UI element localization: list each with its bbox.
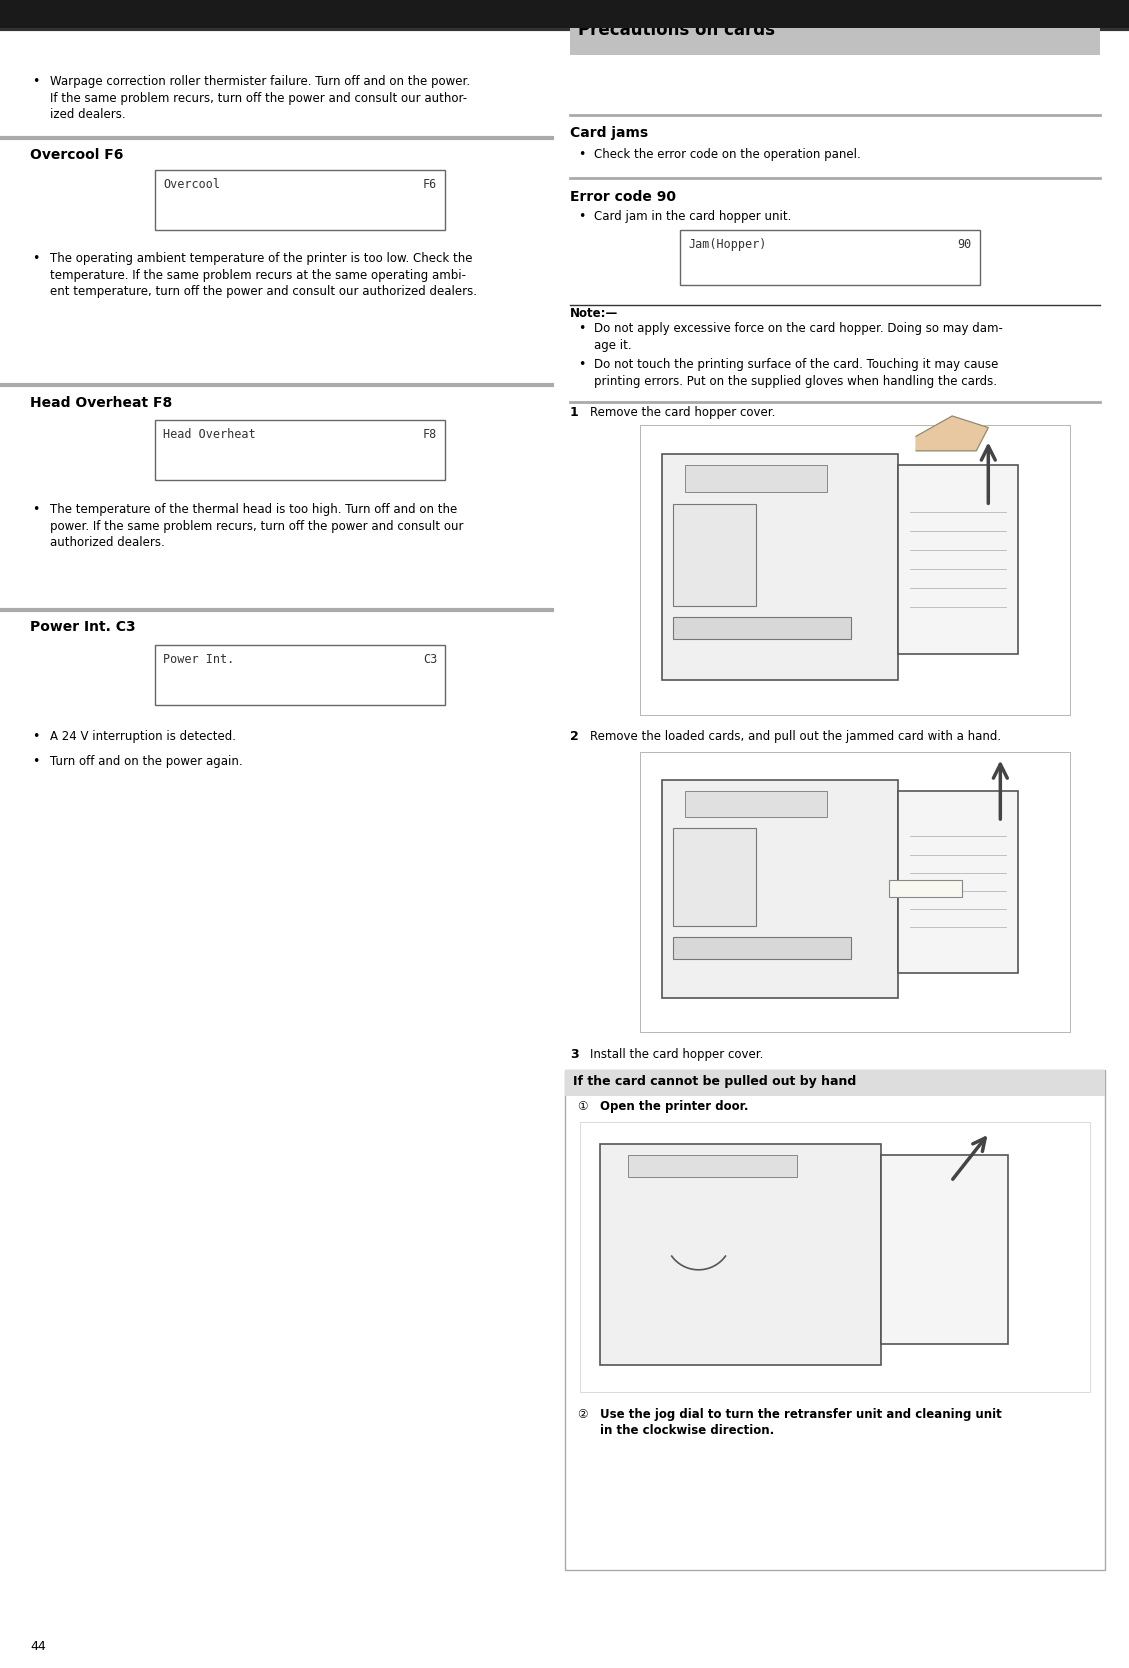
Text: Jam(Hopper): Jam(Hopper) bbox=[688, 239, 767, 250]
Ellipse shape bbox=[957, 1188, 970, 1209]
Text: Open the printer door.: Open the printer door. bbox=[599, 1099, 749, 1113]
Text: •: • bbox=[578, 322, 585, 335]
Text: •: • bbox=[32, 504, 40, 515]
Bar bbox=[0, 0, 1129, 28]
Text: Warpage correction roller thermister failure. Turn off and on the power.
If the : Warpage correction roller thermister fai… bbox=[50, 75, 470, 122]
Text: Card jam in the card hopper unit.: Card jam in the card hopper unit. bbox=[594, 210, 791, 224]
Ellipse shape bbox=[928, 854, 938, 872]
Text: Note:—: Note:— bbox=[570, 307, 619, 320]
Text: Card jams: Card jams bbox=[570, 127, 648, 140]
Text: 3: 3 bbox=[570, 1048, 579, 1061]
Bar bbox=[155, 170, 445, 230]
Text: Power Int.: Power Int. bbox=[163, 652, 234, 666]
Bar bbox=[564, 1069, 1105, 1096]
Ellipse shape bbox=[913, 854, 924, 872]
Bar bbox=[564, 1069, 1105, 1570]
Bar bbox=[673, 937, 850, 959]
Text: •: • bbox=[32, 731, 40, 742]
Text: •: • bbox=[578, 359, 585, 370]
Ellipse shape bbox=[899, 854, 909, 872]
Bar bbox=[898, 465, 1018, 654]
Text: •: • bbox=[32, 756, 40, 767]
Text: Use the jog dial to turn the retransfer unit and cleaning unit
in the clockwise : Use the jog dial to turn the retransfer … bbox=[599, 1408, 1001, 1438]
Text: Remove the loaded cards, and pull out the jammed card with a hand.: Remove the loaded cards, and pull out th… bbox=[590, 731, 1001, 742]
Ellipse shape bbox=[900, 1188, 912, 1209]
Text: 44: 44 bbox=[30, 1640, 46, 1653]
Text: Head Overheat F8: Head Overheat F8 bbox=[30, 395, 173, 410]
Text: Do not touch the printing surface of the card. Touching it may cause
printing er: Do not touch the printing surface of the… bbox=[594, 359, 998, 387]
Text: •: • bbox=[32, 75, 40, 88]
Bar bbox=[881, 1154, 1008, 1344]
Text: 2: 2 bbox=[570, 731, 579, 742]
Bar bbox=[673, 617, 850, 639]
Text: •: • bbox=[32, 252, 40, 265]
Text: Install the card hopper cover.: Install the card hopper cover. bbox=[590, 1048, 763, 1061]
Bar bbox=[685, 791, 828, 817]
Bar bbox=[640, 752, 1070, 1032]
Text: Head Overheat: Head Overheat bbox=[163, 429, 255, 440]
Text: ①: ① bbox=[577, 1099, 587, 1113]
Text: Turn off and on the power again.: Turn off and on the power again. bbox=[50, 756, 243, 767]
Text: Power Int. C3: Power Int. C3 bbox=[30, 620, 135, 634]
Text: F6: F6 bbox=[422, 178, 437, 192]
Bar bbox=[680, 230, 980, 285]
Text: Error code 90: Error code 90 bbox=[570, 190, 676, 203]
Text: •: • bbox=[578, 210, 585, 224]
Bar bbox=[685, 465, 828, 492]
Text: The temperature of the thermal head is too high. Turn off and on the
power. If t: The temperature of the thermal head is t… bbox=[50, 504, 464, 549]
Text: F8: F8 bbox=[422, 429, 437, 440]
Bar bbox=[155, 646, 445, 706]
Bar bbox=[673, 827, 756, 926]
Text: Overcool F6: Overcool F6 bbox=[30, 148, 123, 162]
Ellipse shape bbox=[919, 1188, 931, 1209]
Bar bbox=[580, 1123, 1089, 1393]
Text: Precautions on cards: Precautions on cards bbox=[578, 22, 774, 38]
Bar bbox=[155, 420, 445, 480]
Bar bbox=[570, 13, 1100, 55]
Text: 90: 90 bbox=[957, 239, 972, 250]
Text: Overcool: Overcool bbox=[163, 178, 220, 192]
Polygon shape bbox=[727, 1166, 839, 1288]
Bar bbox=[640, 425, 1070, 716]
Text: 1: 1 bbox=[570, 405, 579, 419]
Text: Do not apply excessive force on the card hopper. Doing so may dam-
age it.: Do not apply excessive force on the card… bbox=[594, 322, 1003, 352]
Text: The operating ambient temperature of the printer is too low. Check the
temperatu: The operating ambient temperature of the… bbox=[50, 252, 476, 299]
Text: A 24 V interruption is detected.: A 24 V interruption is detected. bbox=[50, 731, 236, 742]
Bar bbox=[898, 791, 1018, 972]
Bar bbox=[662, 781, 898, 999]
Text: Check the error code on the operation panel.: Check the error code on the operation pa… bbox=[594, 148, 860, 162]
Bar bbox=[601, 1144, 881, 1364]
Bar bbox=[890, 879, 962, 897]
Bar bbox=[629, 1154, 797, 1178]
Text: C3: C3 bbox=[422, 652, 437, 666]
Text: Troubleshooting: Troubleshooting bbox=[18, 7, 182, 23]
Text: ②: ② bbox=[577, 1408, 587, 1421]
Polygon shape bbox=[916, 415, 988, 450]
Text: •: • bbox=[578, 148, 585, 162]
Bar bbox=[673, 504, 756, 605]
Bar bbox=[662, 454, 898, 681]
Text: Remove the card hopper cover.: Remove the card hopper cover. bbox=[590, 405, 776, 419]
Ellipse shape bbox=[938, 1188, 951, 1209]
Text: If the card cannot be pulled out by hand: If the card cannot be pulled out by hand bbox=[574, 1074, 856, 1088]
